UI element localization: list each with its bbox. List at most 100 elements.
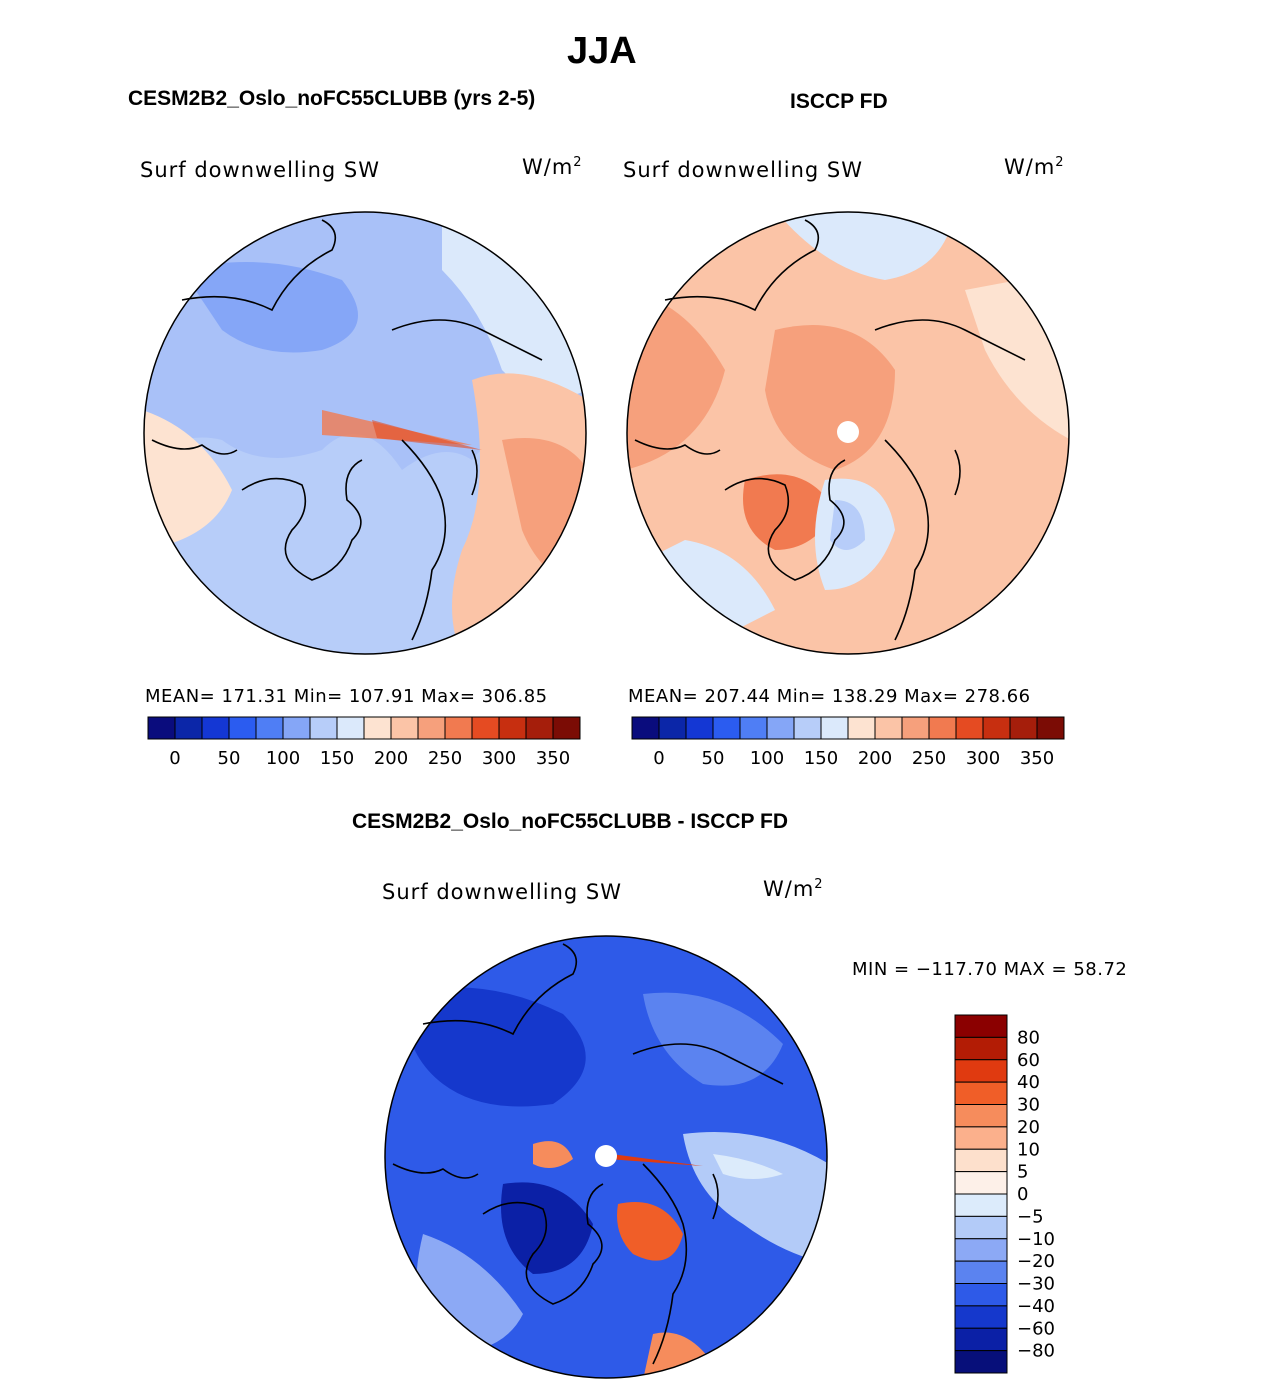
panel2-pole-hole (837, 421, 859, 443)
panel3-colorbar-tick-label: −60 (1017, 1318, 1055, 1339)
panel2-field-cool-core (830, 500, 865, 550)
panel1-colorbar-box (309, 716, 338, 740)
panel3-colorbar-box (954, 1059, 1008, 1083)
panel2-colorbar-box (1009, 716, 1038, 740)
panel3-colorbar-box (954, 1350, 1008, 1374)
panel2-colorbar-box (955, 716, 984, 740)
panel1-colorbar-box (390, 716, 419, 740)
panel2-colorbar: 0 50 100 150 200 250 300 350 (631, 716, 1065, 769)
panel1-colorbar: 0 50 100 150 200 250 300 350 (147, 716, 581, 769)
panel1-colorbar-tick-label: 200 (374, 748, 408, 769)
panel1-colorbar-box (552, 716, 581, 740)
panel3-colorbar-box (954, 1014, 1008, 1038)
panel2-colorbar-tick-label: 200 (858, 748, 892, 769)
panel3-field-deep-region (403, 987, 586, 1107)
panel3-pole-hole (595, 1145, 617, 1167)
panel1-colorbar-tick-label: 300 (482, 748, 516, 769)
panel1-colorbar-box (282, 716, 311, 740)
panel2-colorbar-box (928, 716, 957, 740)
panel2-colorbar-box (1036, 716, 1065, 740)
panel1-colorbar-tick-label: 150 (320, 748, 354, 769)
panel1-colorbar-box (255, 716, 284, 740)
panel2-field-cool-north (775, 212, 955, 280)
panel3-colorbar-box (954, 1036, 1008, 1061)
panel3-field-artifact-streak (608, 1154, 703, 1166)
panel3-map-border (384, 935, 828, 1379)
panel2-colorbar-tick-label: 350 (1020, 748, 1054, 769)
panel3-colorbar-box (954, 1305, 1008, 1329)
panel2-colorbar-box (658, 716, 687, 740)
panel1-colorbar-tick-label: 350 (536, 748, 570, 769)
panel1-colorbar-box (363, 716, 392, 740)
panel1-colorbar-box (174, 716, 203, 740)
panel1-variable-label: Surf downwelling SW (140, 158, 381, 182)
panel1-colorbar-tick-label: 100 (266, 748, 300, 769)
panel3-colorbar-box (954, 1171, 1008, 1195)
panel2-colorbar-tick-label: 300 (966, 748, 1000, 769)
panel2-field-warm-center (765, 325, 895, 470)
panel3-colorbar-tick-label: 0 (1017, 1184, 1028, 1205)
panel2-map-border (626, 211, 1070, 655)
panel3-colorbar-box (954, 1283, 1008, 1307)
panel1-colorbar-tick-label: 50 (218, 748, 241, 769)
panel2-colorbar-box (739, 716, 768, 740)
panel2-field-greenland-max (743, 474, 835, 550)
panel2-colorbar-box (631, 716, 660, 740)
panel1-polar-map (143, 211, 587, 655)
panel3-field-near-zero (713, 1154, 783, 1179)
panel2-units: W/m2 (1004, 155, 1065, 179)
panel3-coastlines (392, 943, 784, 1365)
panel3-minmax: MIN = −117.70 MAX = 58.72 (852, 959, 1128, 980)
panel3-colorbar-tick-label: −20 (1017, 1251, 1055, 1272)
panel2-stats: MEAN= 207.44 Min= 138.29 Max= 278.66 (628, 686, 1031, 707)
panel1-map-border (143, 211, 587, 655)
panel3-colorbar-box (954, 1215, 1008, 1240)
panel3-colorbar-box (954, 1148, 1008, 1173)
panel1-colorbar-box (228, 716, 257, 740)
panel1-colorbar-tick-label: 0 (169, 748, 180, 769)
panel2-colorbar-tick-label: 100 (750, 748, 784, 769)
figure-title: JJA (567, 30, 637, 72)
panel1-colorbar-box (147, 716, 176, 740)
panel3-colorbar-tick-label: −10 (1017, 1229, 1055, 1250)
panel2-coastlines (634, 219, 1026, 641)
panel3-colorbar-box (954, 1260, 1008, 1284)
panel3-field-mid-north (643, 992, 783, 1086)
panel2-colorbar-tick-label: 150 (804, 748, 838, 769)
panel1-coastlines (151, 219, 543, 641)
panel3-colorbar-box (954, 1104, 1008, 1128)
panel2-colorbar-box (847, 716, 876, 740)
panel3-polar-map (384, 935, 828, 1379)
panel2-colorbar-box (712, 716, 741, 740)
panel1-colorbar-box (201, 716, 230, 740)
panel3-units: W/m2 (763, 877, 824, 901)
panel1-colorbar-box (525, 716, 554, 740)
panel3-colorbar-box (954, 1327, 1008, 1352)
panel2-variable-label: Surf downwelling SW (623, 158, 864, 182)
panel1-colorbar-tick-label: 250 (428, 748, 462, 769)
panel1-colorbar-box (336, 716, 365, 740)
panel3-variable-label: Surf downwelling SW (382, 880, 623, 904)
panel2-colorbar-tick-label: 50 (702, 748, 725, 769)
panel1-field-low-region (182, 262, 358, 353)
panel1-stats: MEAN= 171.31 Min= 107.91 Max= 306.85 (145, 686, 548, 707)
panel3-colorbar-box (954, 1238, 1008, 1262)
panel2-colorbar-box (982, 716, 1011, 740)
panel3-colorbar-tick-label: −5 (1017, 1206, 1044, 1227)
panel2-colorbar-box (820, 716, 849, 740)
panel3-colorbar-box (954, 1126, 1008, 1150)
panel3-colorbar-tick-label: −40 (1017, 1296, 1055, 1317)
panel1-field-artifact-core (372, 420, 482, 450)
panel3-colorbar-tick-label: 80 (1017, 1027, 1040, 1048)
panel3-colorbar-tick-label: 30 (1017, 1095, 1040, 1116)
panel3-field-warm-anomaly (617, 1202, 683, 1261)
panel3-colorbar-box (954, 1081, 1008, 1105)
panel2-colorbar-box (793, 716, 822, 740)
panel1-colorbar-box (444, 716, 473, 740)
panel1-colorbar-box (498, 716, 527, 740)
panel3-title: CESM2B2_Oslo_noFC55CLUBB - ISCCP FD (352, 810, 789, 833)
panel2-colorbar-tick-label: 0 (653, 748, 664, 769)
panel1-colorbar-box (471, 716, 500, 740)
panel2-colorbar-box (874, 716, 903, 740)
